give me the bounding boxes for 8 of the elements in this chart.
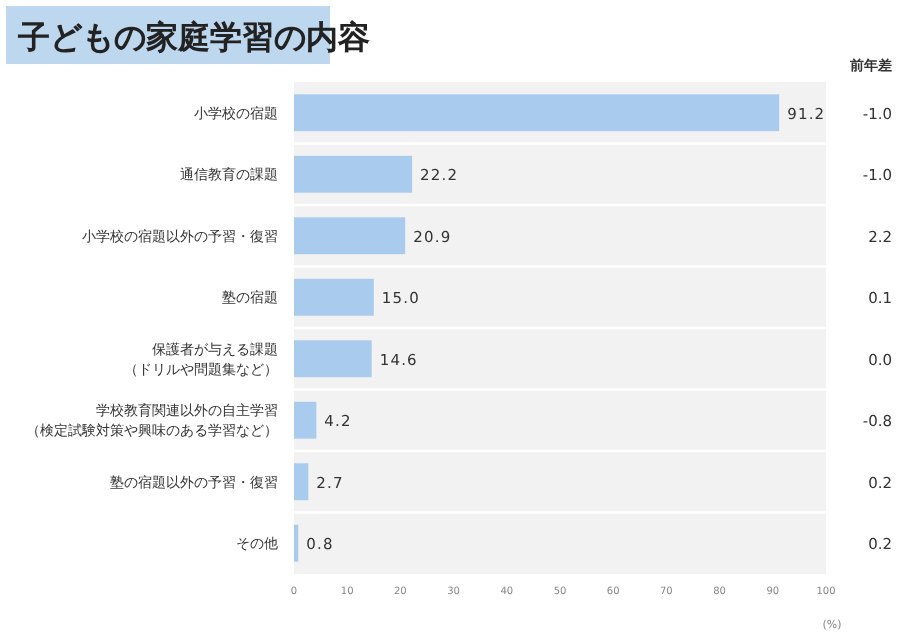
bar — [294, 401, 317, 439]
bar — [294, 340, 372, 378]
bar — [294, 463, 309, 501]
bar — [294, 217, 406, 255]
bar — [294, 94, 780, 132]
bar — [294, 155, 413, 193]
bar — [294, 278, 374, 316]
chart-title: 子どもの家庭学習の内容 — [16, 18, 370, 56]
